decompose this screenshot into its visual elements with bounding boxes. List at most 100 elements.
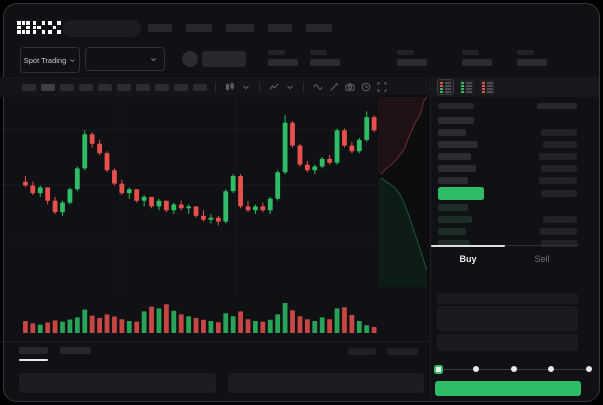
bottom-action-placeholder[interactable] bbox=[348, 348, 376, 355]
bottom-panel-placeholder[interactable] bbox=[19, 373, 216, 393]
candle-body bbox=[178, 204, 184, 209]
chevron-down-icon[interactable] bbox=[240, 82, 251, 93]
slider-step-dot[interactable] bbox=[472, 366, 479, 372]
market-stat-placeholder bbox=[310, 50, 340, 66]
ask-row[interactable] bbox=[438, 150, 577, 162]
fullscreen-icon[interactable] bbox=[376, 82, 387, 93]
candle-body bbox=[30, 185, 36, 194]
timeframe-button[interactable] bbox=[41, 83, 55, 91]
camera-icon[interactable] bbox=[344, 82, 355, 93]
bottom-panel-placeholder[interactable] bbox=[228, 373, 424, 393]
candle-body bbox=[74, 168, 80, 190]
volume-bar bbox=[208, 321, 214, 333]
order-book-columns-header bbox=[438, 103, 577, 109]
candle-body bbox=[253, 206, 258, 211]
candle-body bbox=[104, 153, 110, 171]
order-form-field[interactable] bbox=[437, 293, 578, 304]
ask-row[interactable] bbox=[438, 162, 577, 174]
ask-row[interactable] bbox=[438, 126, 577, 138]
candle-body bbox=[37, 187, 43, 194]
volume-bar bbox=[141, 311, 147, 333]
tab-sell[interactable]: Sell bbox=[534, 254, 550, 264]
volume-bar bbox=[342, 307, 347, 333]
ask-row[interactable] bbox=[438, 138, 577, 150]
nav-item-placeholder[interactable] bbox=[186, 24, 212, 32]
slider-handle[interactable] bbox=[434, 364, 443, 374]
order-book-rows bbox=[438, 114, 577, 249]
nav-item-placeholder[interactable] bbox=[148, 24, 172, 32]
volume-bar bbox=[112, 316, 117, 333]
candle-body bbox=[364, 117, 370, 140]
timeframe-button[interactable] bbox=[136, 83, 150, 91]
candle-body bbox=[186, 206, 192, 209]
candle-body bbox=[67, 189, 73, 203]
bid-row[interactable] bbox=[438, 213, 577, 225]
volume-bar bbox=[290, 310, 295, 333]
candle-body bbox=[156, 200, 162, 207]
last-price-row[interactable] bbox=[438, 186, 577, 201]
volume-bar bbox=[334, 308, 340, 333]
trade-tabs: Buy Sell bbox=[431, 244, 579, 272]
timeframe-button[interactable] bbox=[155, 83, 169, 91]
candle-body bbox=[215, 217, 221, 222]
volume-bar bbox=[171, 310, 177, 333]
okx-logo[interactable] bbox=[17, 21, 61, 34]
volume-bar bbox=[304, 319, 310, 333]
bid-row[interactable] bbox=[438, 237, 577, 249]
bid-row[interactable] bbox=[438, 225, 577, 237]
wave-icon[interactable] bbox=[312, 82, 323, 93]
ask-row[interactable] bbox=[438, 174, 577, 186]
ask-row[interactable] bbox=[438, 114, 577, 126]
nav-item-placeholder[interactable] bbox=[306, 24, 332, 32]
nav-item-placeholder[interactable] bbox=[268, 24, 292, 32]
volume-bar bbox=[260, 321, 266, 333]
book-bids-icon[interactable] bbox=[459, 80, 474, 94]
bottom-tab-placeholder[interactable] bbox=[19, 347, 48, 354]
candle-body bbox=[290, 122, 295, 146]
candle-type-icon[interactable] bbox=[224, 82, 235, 93]
timeframe-button[interactable] bbox=[60, 83, 74, 91]
depth-bids-line bbox=[380, 177, 428, 271]
timeframe-button[interactable] bbox=[193, 83, 207, 91]
timeframe-button[interactable] bbox=[98, 83, 112, 91]
candle-body bbox=[126, 189, 132, 194]
volume-bar bbox=[82, 309, 88, 333]
book-both-icon[interactable] bbox=[437, 79, 454, 95]
book-asks-icon[interactable] bbox=[480, 80, 495, 94]
search-input[interactable] bbox=[63, 20, 141, 37]
bottom-tab-placeholder[interactable] bbox=[60, 347, 91, 354]
candle-body bbox=[141, 196, 147, 201]
nav-item-placeholder[interactable] bbox=[226, 24, 254, 32]
timeframe-button[interactable] bbox=[174, 83, 188, 91]
indicators-icon[interactable] bbox=[268, 82, 279, 93]
amount-slider[interactable] bbox=[434, 364, 592, 374]
toolbar-separator bbox=[215, 82, 216, 92]
toolbar-separator bbox=[303, 82, 304, 92]
timeframe-button[interactable] bbox=[117, 83, 131, 91]
slider-step-dot[interactable] bbox=[548, 366, 555, 372]
candle-body bbox=[193, 206, 199, 216]
buy-button[interactable] bbox=[435, 381, 581, 396]
chevron-down-icon[interactable] bbox=[284, 82, 295, 93]
candle-body bbox=[60, 202, 65, 213]
slider-step-dot[interactable] bbox=[510, 366, 517, 372]
history-icon[interactable] bbox=[360, 82, 371, 93]
order-form-field[interactable] bbox=[437, 334, 578, 351]
tab-buy[interactable]: Buy bbox=[459, 254, 477, 264]
top-nav bbox=[148, 24, 332, 32]
bottom-active-tab-underline bbox=[19, 359, 48, 361]
candle-body bbox=[23, 181, 28, 186]
pair-dropdown[interactable] bbox=[85, 47, 165, 71]
slider-step-dot[interactable] bbox=[586, 366, 592, 372]
bottom-action-placeholder[interactable] bbox=[387, 348, 418, 355]
draw-icon[interactable] bbox=[328, 82, 339, 93]
market-type-dropdown[interactable]: Spot Trading bbox=[20, 47, 80, 73]
volume-bar bbox=[371, 327, 377, 333]
timeframe-button[interactable] bbox=[22, 83, 36, 91]
order-form-field[interactable] bbox=[437, 306, 578, 331]
candle-body bbox=[201, 215, 206, 220]
timeframe-button[interactable] bbox=[79, 83, 93, 91]
bid-row[interactable] bbox=[438, 201, 577, 213]
volume-bar bbox=[119, 319, 125, 333]
candlestick-chart[interactable] bbox=[0, 95, 430, 340]
